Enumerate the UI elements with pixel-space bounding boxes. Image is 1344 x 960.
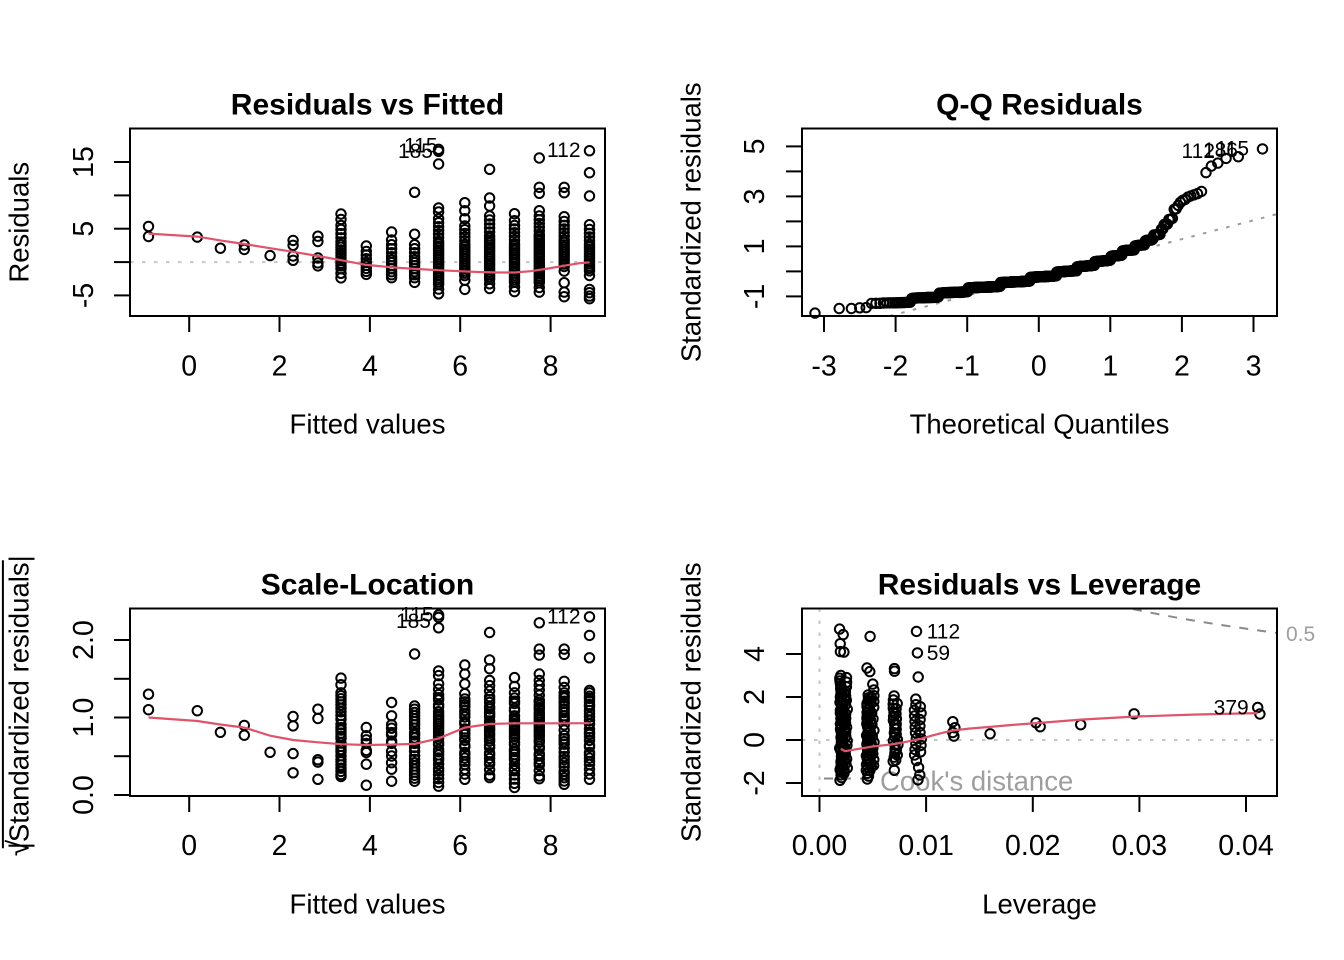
svg-text:5: 5 xyxy=(68,221,100,237)
svg-text:112: 112 xyxy=(1182,140,1215,163)
svg-text:-1: -1 xyxy=(739,284,771,309)
svg-text:115: 115 xyxy=(1216,138,1249,161)
svg-text:0.00: 0.00 xyxy=(792,830,847,862)
svg-text:Residuals vs Leverage: Residuals vs Leverage xyxy=(878,569,1202,602)
svg-text:-3: -3 xyxy=(811,351,836,383)
svg-text:0.03: 0.03 xyxy=(1112,830,1167,862)
svg-text:Fitted values: Fitted values xyxy=(290,409,446,440)
svg-text:Theoretical Quantiles: Theoretical Quantiles xyxy=(910,409,1170,440)
svg-text:Cook's distance: Cook's distance xyxy=(880,766,1073,797)
svg-text:3: 3 xyxy=(1246,351,1262,383)
svg-text:185: 185 xyxy=(398,140,433,163)
svg-text:112: 112 xyxy=(547,139,580,162)
svg-text:115: 115 xyxy=(404,135,437,158)
svg-text:2: 2 xyxy=(272,351,288,383)
svg-text:0: 0 xyxy=(1031,351,1047,383)
svg-text:2: 2 xyxy=(272,830,288,862)
svg-text:4: 4 xyxy=(362,830,378,862)
svg-text:2: 2 xyxy=(1174,351,1190,383)
svg-text:379: 379 xyxy=(1214,697,1249,720)
svg-text:6: 6 xyxy=(452,351,468,383)
svg-text:1: 1 xyxy=(739,238,771,254)
svg-text:4: 4 xyxy=(362,351,378,383)
svg-text:0: 0 xyxy=(181,351,197,383)
svg-text:0.02: 0.02 xyxy=(1005,830,1060,862)
svg-text:0.01: 0.01 xyxy=(898,830,953,862)
svg-text:|Standardized residuals|: |Standardized residuals| xyxy=(3,555,34,849)
svg-text:186: 186 xyxy=(1203,139,1238,162)
svg-text:4: 4 xyxy=(739,646,771,662)
svg-text:Q-Q Residuals: Q-Q Residuals xyxy=(936,89,1143,122)
svg-text:0.5: 0.5 xyxy=(1286,623,1315,646)
svg-text:Leverage: Leverage xyxy=(982,889,1097,920)
svg-text:-2: -2 xyxy=(883,351,908,383)
svg-text:-2: -2 xyxy=(739,770,771,795)
svg-text:Standardized residuals: Standardized residuals xyxy=(675,82,706,362)
svg-text:112: 112 xyxy=(927,620,960,643)
svg-text:3: 3 xyxy=(739,188,771,204)
svg-text:0: 0 xyxy=(181,830,197,862)
svg-text:112: 112 xyxy=(547,605,580,628)
svg-text:0.0: 0.0 xyxy=(68,775,100,815)
svg-text:0: 0 xyxy=(739,732,771,748)
svg-text:185: 185 xyxy=(396,610,431,633)
svg-text:1.0: 1.0 xyxy=(68,698,100,738)
svg-text:Standardized residuals: Standardized residuals xyxy=(675,562,706,842)
svg-text:-5: -5 xyxy=(68,283,100,308)
svg-text:6: 6 xyxy=(452,830,468,862)
svg-text:Scale-Location: Scale-Location xyxy=(261,569,474,602)
svg-text:8: 8 xyxy=(543,830,559,862)
svg-text:Residuals: Residuals xyxy=(3,162,34,283)
svg-text:2: 2 xyxy=(739,689,771,705)
svg-text:2.0: 2.0 xyxy=(68,620,100,660)
svg-text:Fitted values: Fitted values xyxy=(290,889,446,920)
svg-text:0.04: 0.04 xyxy=(1218,830,1274,862)
svg-text:115: 115 xyxy=(400,604,433,627)
svg-text:5: 5 xyxy=(739,138,771,154)
svg-text:√: √ xyxy=(2,839,35,856)
svg-text:8: 8 xyxy=(543,351,559,383)
svg-text:-1: -1 xyxy=(955,351,980,383)
svg-text:Residuals vs Fitted: Residuals vs Fitted xyxy=(231,89,504,122)
svg-text:1: 1 xyxy=(1102,351,1118,383)
svg-text:59: 59 xyxy=(927,642,950,665)
svg-text:15: 15 xyxy=(68,146,100,178)
